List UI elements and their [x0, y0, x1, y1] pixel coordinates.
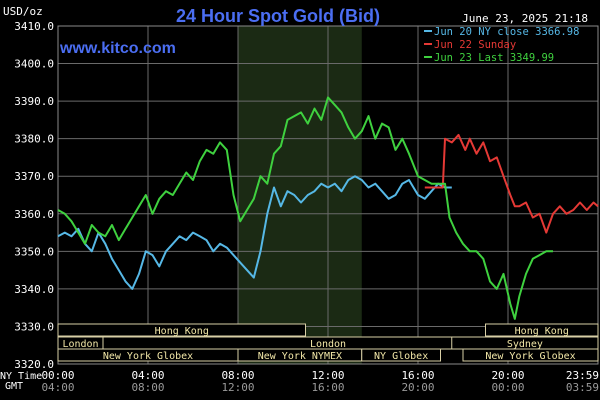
series-line: [57, 175, 452, 290]
series-line: [57, 96, 553, 320]
ny-time-label: NY Time: [0, 371, 42, 382]
timestamp: June 23, 2025 21:18: [462, 12, 588, 25]
y-tick-label: 3330.0: [14, 320, 54, 333]
legend-entry: Jun 20 NY close 3366.98: [434, 26, 579, 38]
x-tick-label-gmt: 00:00: [491, 381, 524, 394]
market-session-bar: [485, 323, 599, 337]
y-tick-label: 3410.0: [14, 20, 54, 33]
y-tick-label: 3320.0: [14, 358, 54, 371]
market-session-label: Sydney: [507, 339, 543, 350]
watermark: www.kitco.com: [59, 40, 176, 57]
y-tick-label: 3360.0: [14, 208, 54, 221]
market-session-label: Hong Kong: [155, 326, 209, 337]
gmt-label: GMT: [5, 381, 23, 392]
market-session-bar: [361, 348, 441, 362]
market-session-bar: [57, 323, 306, 337]
x-tick-label-gmt: 20:00: [401, 381, 434, 394]
x-tick-label-ny: 20:00: [491, 369, 524, 382]
units-label: USD/oz: [3, 5, 43, 18]
x-tick-label-ny: 04:00: [131, 369, 164, 382]
legend-entry: Jun 22 Sunday: [434, 39, 516, 51]
series-line: [424, 133, 599, 234]
session-shading: [238, 26, 362, 364]
plot-frame: [57, 25, 599, 365]
market-session-label: NY Globex: [374, 351, 428, 362]
y-tick-label: 3390.0: [14, 95, 54, 108]
market-session-label: New York Globex: [485, 351, 575, 362]
y-tick-label: 3380.0: [14, 133, 54, 146]
y-tick-label: 3370.0: [14, 170, 54, 183]
x-tick-label-ny: 23:59: [566, 369, 599, 382]
x-tick-label-ny: 00:00: [41, 369, 74, 382]
x-tick-label-ny: 12:00: [311, 369, 344, 382]
x-tick-label-gmt: 16:00: [311, 381, 344, 394]
x-tick-label-gmt: 08:00: [131, 381, 164, 394]
chart-title: 24 Hour Spot Gold (Bid): [176, 6, 380, 26]
market-session-label: London: [62, 339, 98, 350]
x-tick-label-ny: 16:00: [401, 369, 434, 382]
y-tick-label: 3400.0: [14, 58, 54, 71]
x-tick-label-gmt: 03:59: [566, 381, 599, 394]
market-session-label: New York NYMEX: [258, 351, 342, 362]
y-tick-label: 3340.0: [14, 283, 54, 296]
x-tick-label-gmt: 12:00: [221, 381, 254, 394]
market-session-bar: [462, 348, 599, 362]
y-tick-label: 3350.0: [14, 245, 54, 258]
legend-entry: Jun 23 Last 3349.99: [434, 52, 554, 64]
x-tick-label-gmt: 04:00: [41, 381, 74, 394]
market-session-label: New York Globex: [103, 351, 193, 362]
market-session-label: London: [310, 339, 346, 350]
market-session-label: Hong Kong: [515, 326, 569, 337]
x-tick-label-ny: 08:00: [221, 369, 254, 382]
